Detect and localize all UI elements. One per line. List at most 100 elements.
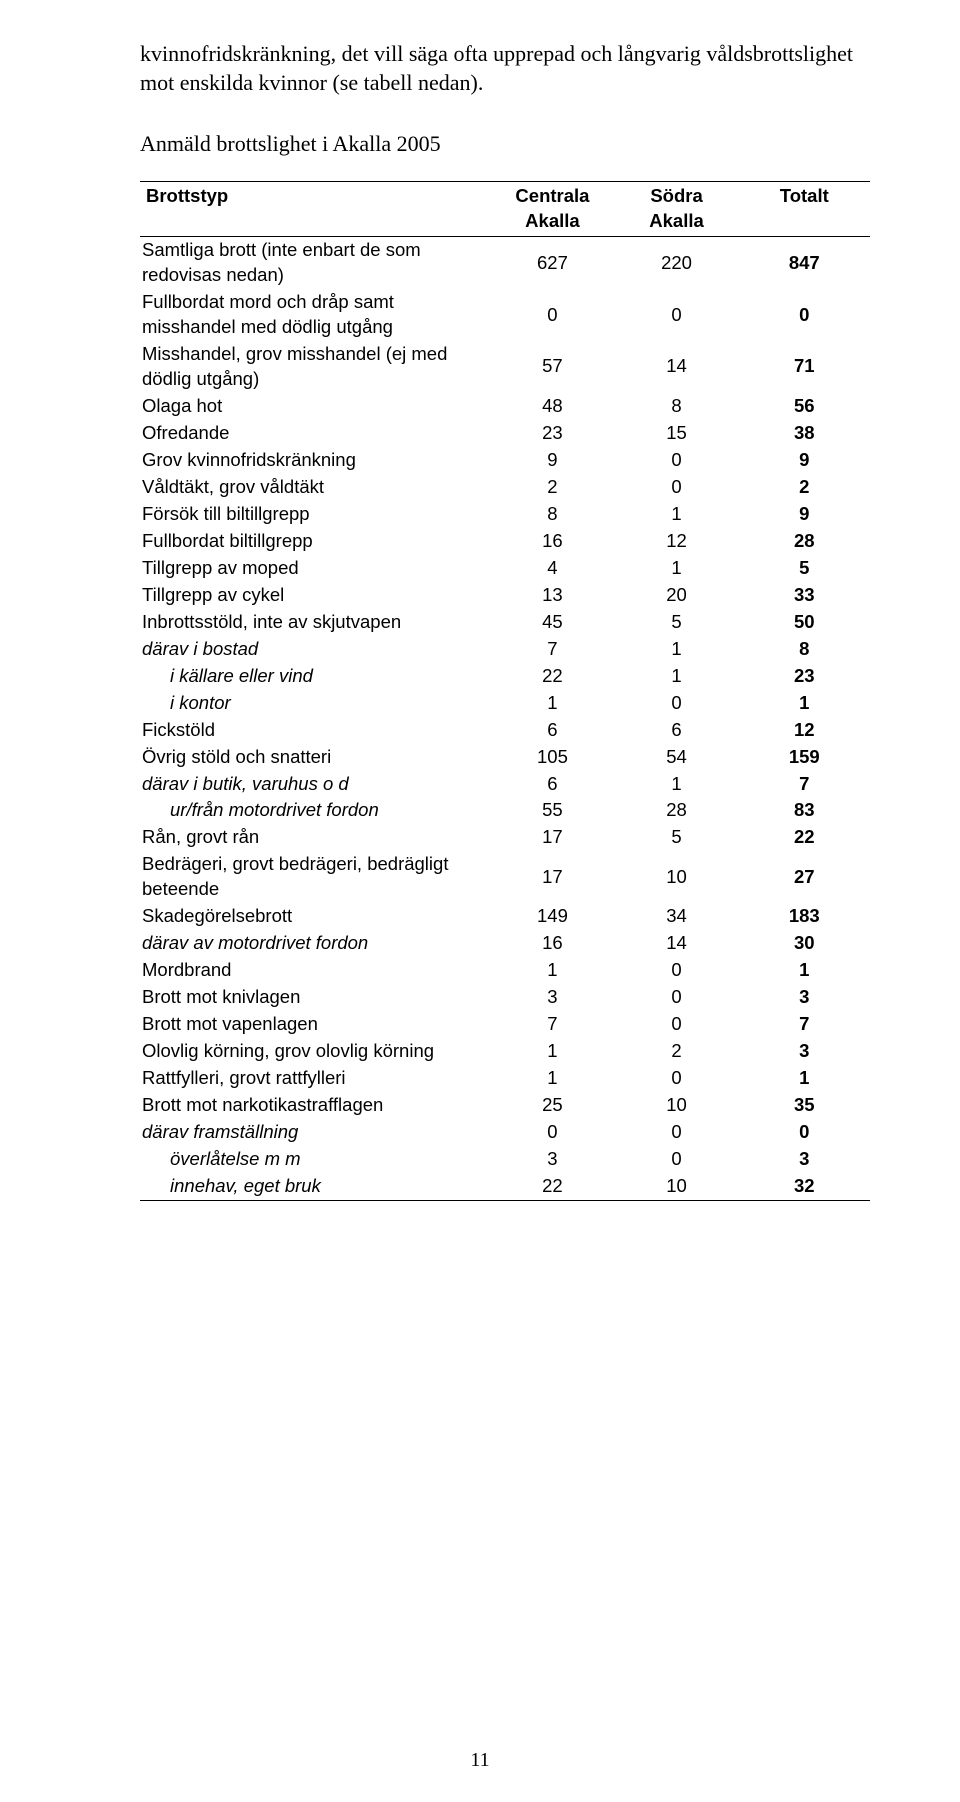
row-value-centrala: 3 — [490, 984, 614, 1011]
row-value-sodra: 12 — [614, 528, 738, 555]
table-row: Tillgrepp av cykel132033 — [140, 582, 870, 609]
row-value-centrala: 23 — [490, 420, 614, 447]
page-number: 11 — [0, 1749, 960, 1772]
table-row: Brott mot narkotikastrafflagen251035 — [140, 1092, 870, 1119]
table-row: därav i bostad718 — [140, 636, 870, 663]
crime-stats-table: Brottstyp Centrala Akalla Södra Akalla T… — [140, 181, 870, 1201]
col-header-sodra-l2: Akalla — [649, 210, 704, 231]
row-value-total: 23 — [739, 663, 870, 690]
row-value-total: 30 — [739, 930, 870, 957]
row-value-sodra: 10 — [614, 851, 738, 903]
row-label: därav av motordrivet fordon — [140, 930, 490, 957]
row-value-centrala: 6 — [490, 717, 614, 744]
row-label: Rån, grovt rån — [140, 824, 490, 851]
table-row: innehav, eget bruk221032 — [140, 1173, 870, 1200]
table-row: Inbrottsstöld, inte av skjutvapen45550 — [140, 609, 870, 636]
row-value-sodra: 10 — [614, 1173, 738, 1200]
row-value-centrala: 22 — [490, 1173, 614, 1200]
table-row: överlåtelse m m303 — [140, 1146, 870, 1173]
row-label: Bedrägeri, grovt bedrägeri, bedrägligt b… — [140, 851, 490, 903]
row-value-sodra: 5 — [614, 824, 738, 851]
row-value-sodra: 1 — [614, 771, 738, 798]
row-value-centrala: 16 — [490, 930, 614, 957]
row-value-centrala: 3 — [490, 1146, 614, 1173]
table-row: därav av motordrivet fordon161430 — [140, 930, 870, 957]
row-value-centrala: 17 — [490, 851, 614, 903]
row-value-centrala: 17 — [490, 824, 614, 851]
row-value-total: 183 — [739, 903, 870, 930]
row-value-centrala: 105 — [490, 744, 614, 771]
col-header-sodra: Södra Akalla — [614, 182, 738, 237]
row-value-sodra: 6 — [614, 717, 738, 744]
row-value-centrala: 45 — [490, 609, 614, 636]
row-value-centrala: 4 — [490, 555, 614, 582]
row-value-centrala: 149 — [490, 903, 614, 930]
row-value-total: 1 — [739, 690, 870, 717]
row-value-total: 9 — [739, 447, 870, 474]
row-label: Brott mot vapenlagen — [140, 1011, 490, 1038]
row-value-total: 3 — [739, 1146, 870, 1173]
table-row: ur/från motordrivet fordon552883 — [140, 797, 870, 824]
row-label: därav i butik, varuhus o d — [140, 771, 490, 798]
row-value-sodra: 0 — [614, 957, 738, 984]
row-value-total: 71 — [739, 341, 870, 393]
row-value-total: 0 — [739, 289, 870, 341]
table-row: Bedrägeri, grovt bedrägeri, bedrägligt b… — [140, 851, 870, 903]
table-row: Försök till biltillgrepp819 — [140, 501, 870, 528]
row-label: Brott mot narkotikastrafflagen — [140, 1092, 490, 1119]
col-header-centrala-l1: Centrala — [515, 185, 589, 206]
row-value-total: 5 — [739, 555, 870, 582]
row-value-total: 2 — [739, 474, 870, 501]
row-value-centrala: 16 — [490, 528, 614, 555]
table-row: Samtliga brott (inte enbart de som redov… — [140, 237, 870, 289]
row-value-total: 7 — [739, 771, 870, 798]
row-value-sodra: 28 — [614, 797, 738, 824]
row-value-total: 56 — [739, 393, 870, 420]
table-row: Tillgrepp av moped415 — [140, 555, 870, 582]
row-value-centrala: 13 — [490, 582, 614, 609]
row-value-centrala: 22 — [490, 663, 614, 690]
row-value-sodra: 14 — [614, 341, 738, 393]
table-row: Våldtäkt, grov våldtäkt202 — [140, 474, 870, 501]
row-label: Rattfylleri, grovt rattfylleri — [140, 1065, 490, 1092]
row-value-total: 28 — [739, 528, 870, 555]
row-label: Olaga hot — [140, 393, 490, 420]
row-value-centrala: 0 — [490, 289, 614, 341]
row-value-sodra: 1 — [614, 555, 738, 582]
row-value-sodra: 0 — [614, 1119, 738, 1146]
row-value-centrala: 1 — [490, 1038, 614, 1065]
table-row: Skadegörelsebrott14934183 — [140, 903, 870, 930]
col-header-centrala-l2: Akalla — [525, 210, 580, 231]
row-value-total: 50 — [739, 609, 870, 636]
table-row: Mordbrand101 — [140, 957, 870, 984]
row-value-centrala: 6 — [490, 771, 614, 798]
row-value-centrala: 55 — [490, 797, 614, 824]
row-value-sodra: 15 — [614, 420, 738, 447]
row-label: Brott mot knivlagen — [140, 984, 490, 1011]
row-value-total: 35 — [739, 1092, 870, 1119]
row-label: Ofredande — [140, 420, 490, 447]
row-label: Olovlig körning, grov olovlig körning — [140, 1038, 490, 1065]
table-row: Olovlig körning, grov olovlig körning123 — [140, 1038, 870, 1065]
row-label: Mordbrand — [140, 957, 490, 984]
table-row: Misshandel, grov misshandel (ej med dödl… — [140, 341, 870, 393]
row-value-total: 27 — [739, 851, 870, 903]
row-label: Fickstöld — [140, 717, 490, 744]
row-value-sodra: 0 — [614, 1065, 738, 1092]
row-value-centrala: 9 — [490, 447, 614, 474]
row-label: Tillgrepp av moped — [140, 555, 490, 582]
row-value-centrala: 2 — [490, 474, 614, 501]
row-value-total: 32 — [739, 1173, 870, 1200]
row-value-total: 38 — [739, 420, 870, 447]
intro-paragraph: kvinnofridskränkning, det vill säga ofta… — [140, 40, 870, 97]
row-value-total: 9 — [739, 501, 870, 528]
row-label: Skadegörelsebrott — [140, 903, 490, 930]
row-value-sodra: 8 — [614, 393, 738, 420]
row-value-centrala: 7 — [490, 636, 614, 663]
col-header-totalt: Totalt — [739, 182, 870, 237]
row-value-total: 8 — [739, 636, 870, 663]
row-label: Fullbordat biltillgrepp — [140, 528, 490, 555]
row-value-sodra: 0 — [614, 984, 738, 1011]
row-label: ur/från motordrivet fordon — [140, 797, 490, 824]
row-value-sodra: 0 — [614, 447, 738, 474]
